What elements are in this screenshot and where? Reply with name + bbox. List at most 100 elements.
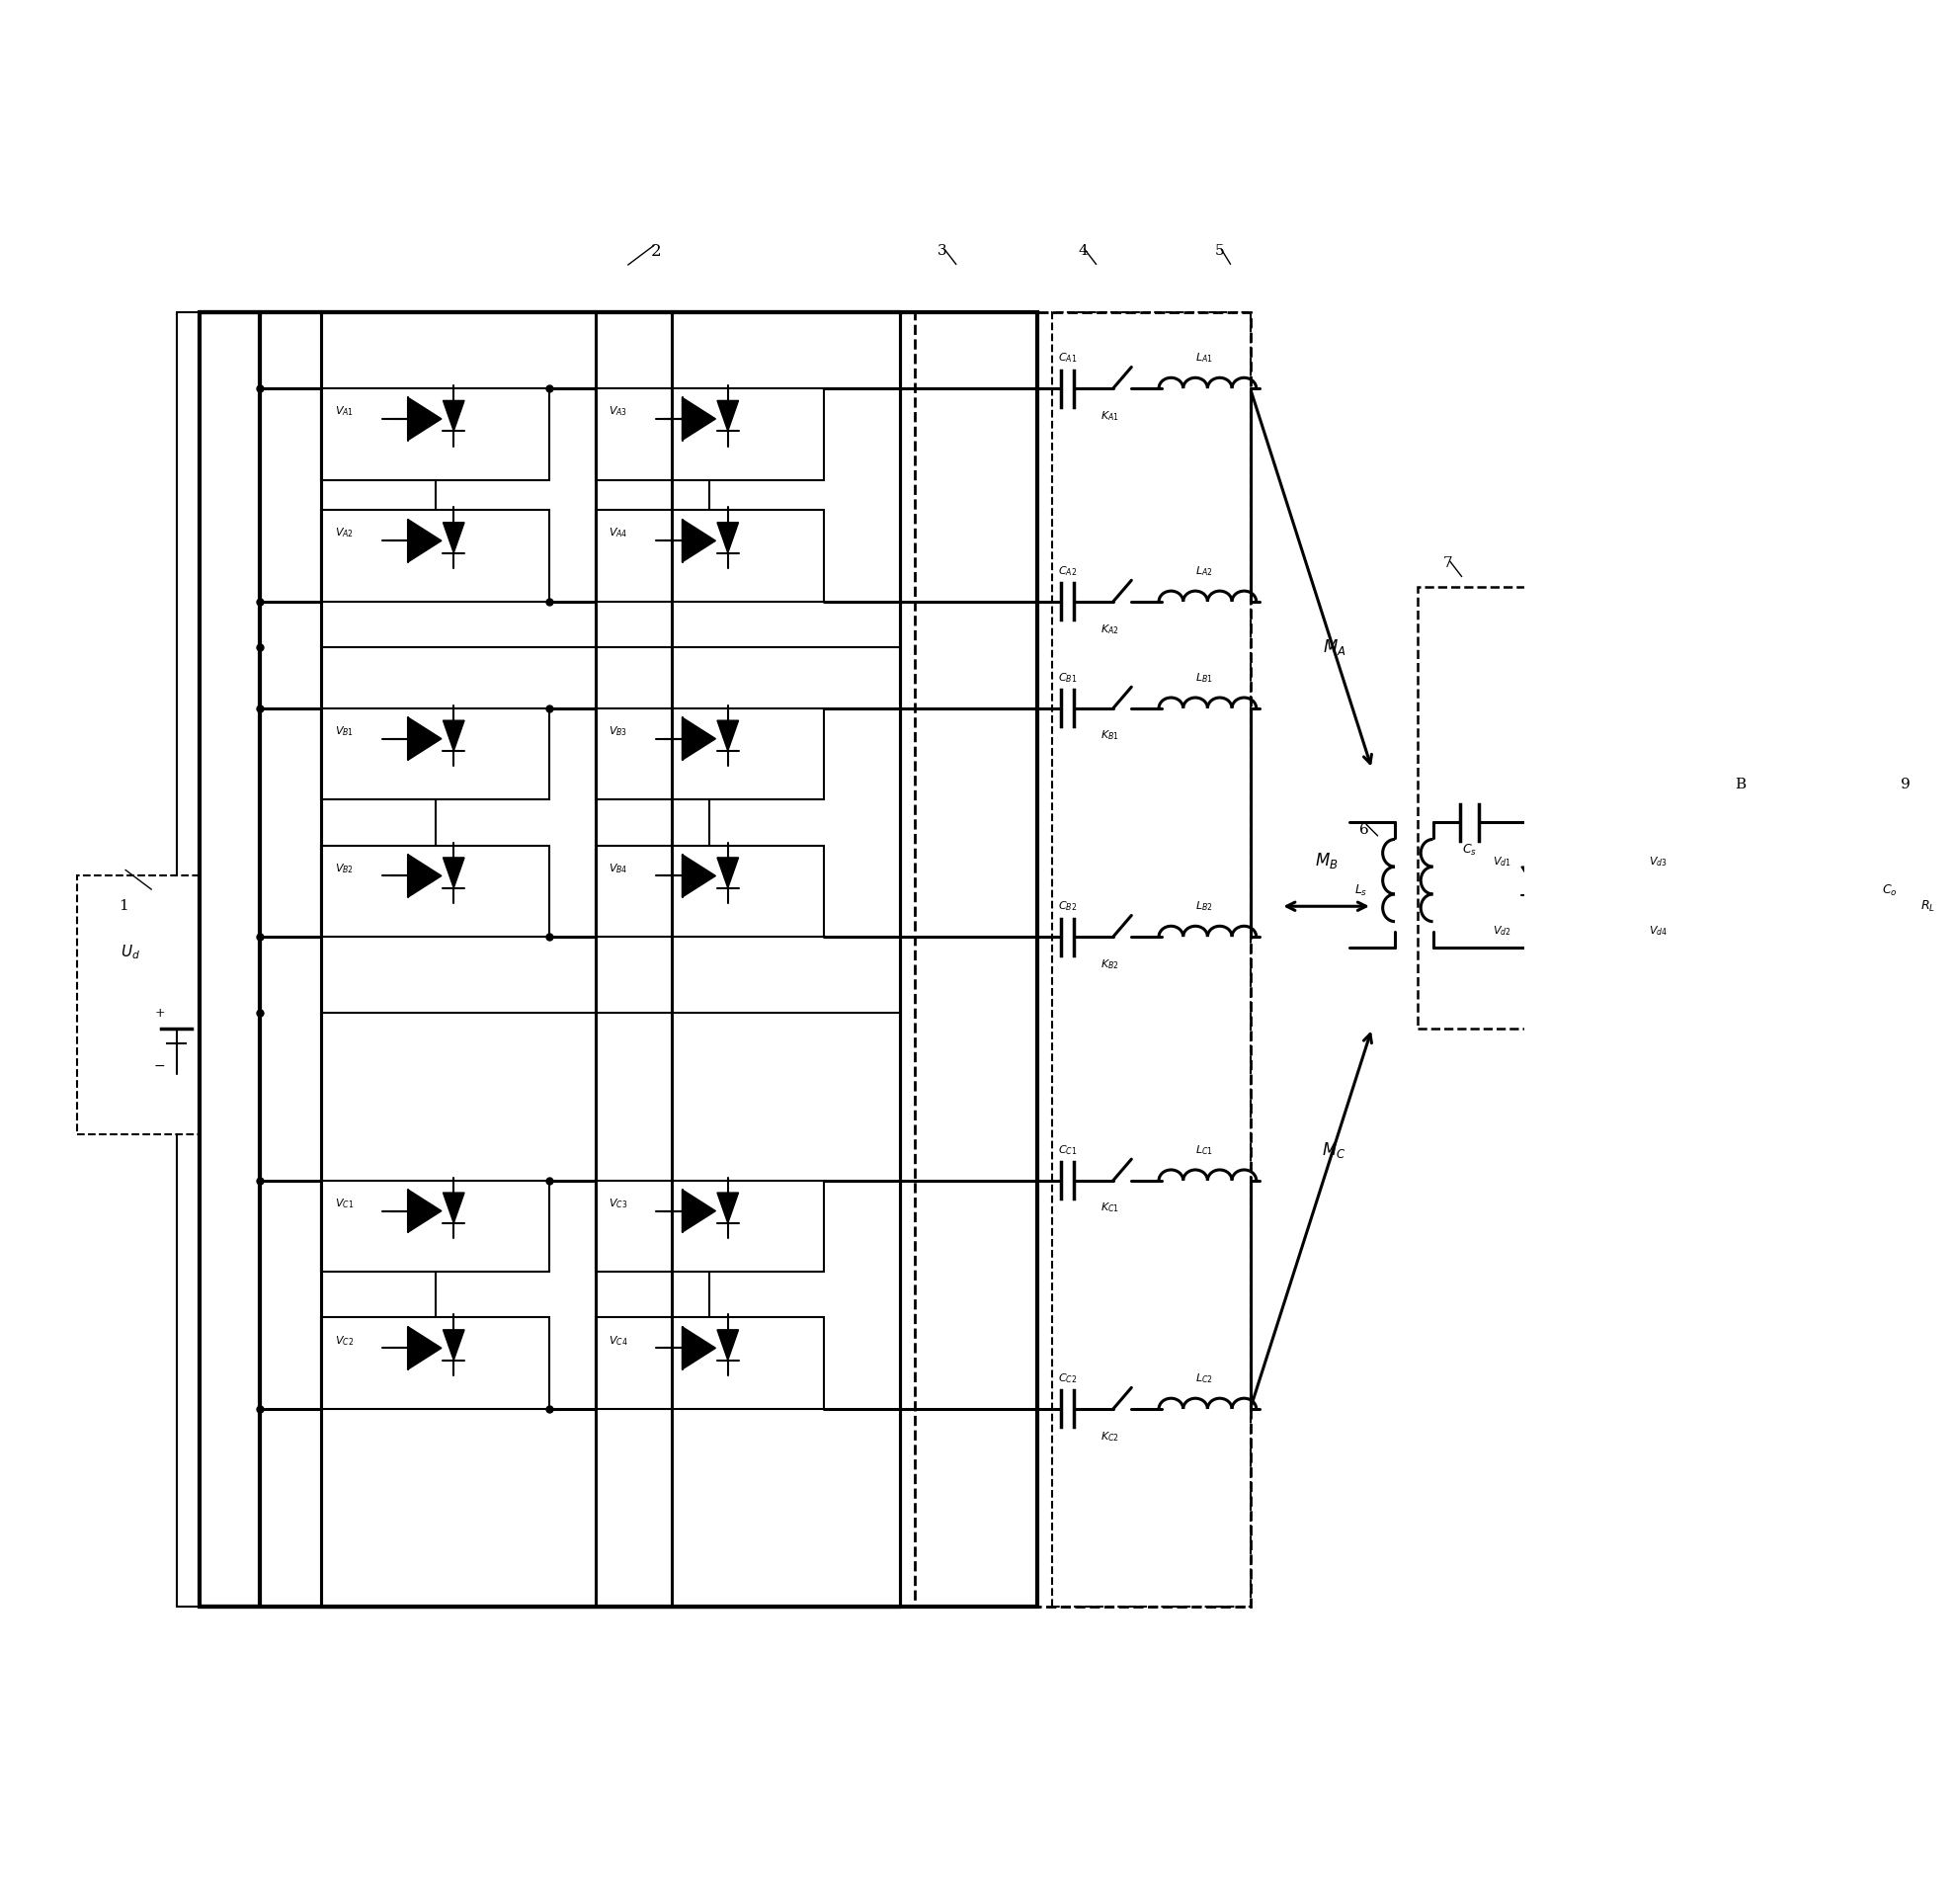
Text: $V_{B3}$: $V_{B3}$ xyxy=(608,724,628,739)
Bar xyxy=(595,1318,823,1409)
Text: 6: 6 xyxy=(1359,823,1369,838)
Polygon shape xyxy=(683,1190,716,1232)
Text: $V_{d2}$: $V_{d2}$ xyxy=(1492,923,1510,937)
Text: $V_{C3}$: $V_{C3}$ xyxy=(608,1196,628,1211)
Polygon shape xyxy=(442,1192,464,1222)
Polygon shape xyxy=(407,520,442,562)
Polygon shape xyxy=(442,522,464,552)
Text: $V_{d4}$: $V_{d4}$ xyxy=(1649,923,1667,937)
Bar xyxy=(321,510,550,602)
Text: $C_o$: $C_o$ xyxy=(1882,883,1897,899)
Text: $V_{d1}$: $V_{d1}$ xyxy=(1492,855,1510,868)
Bar xyxy=(1903,861,1950,944)
Bar xyxy=(1676,823,1805,948)
Text: $K_{B2}$: $K_{B2}$ xyxy=(1101,958,1119,971)
Polygon shape xyxy=(716,1192,737,1222)
Text: $V_{B4}$: $V_{B4}$ xyxy=(608,861,628,876)
Text: $C_{B1}$: $C_{B1}$ xyxy=(1058,670,1076,685)
Text: $C_s$: $C_s$ xyxy=(1461,842,1477,857)
Bar xyxy=(595,510,823,602)
Text: $C_{A2}$: $C_{A2}$ xyxy=(1058,564,1076,579)
Text: $R_L$: $R_L$ xyxy=(1919,899,1934,914)
Text: 3: 3 xyxy=(937,244,947,259)
Polygon shape xyxy=(407,855,442,897)
Polygon shape xyxy=(683,855,716,897)
Text: $L_{B2}$: $L_{B2}$ xyxy=(1195,899,1213,914)
Polygon shape xyxy=(716,720,737,750)
Text: $L_{B1}$: $L_{B1}$ xyxy=(1195,670,1213,685)
Text: $C_{A1}$: $C_{A1}$ xyxy=(1058,350,1076,366)
Bar xyxy=(78,876,260,1135)
Text: 9: 9 xyxy=(1899,777,1909,792)
Text: $L_{C2}$: $L_{C2}$ xyxy=(1195,1371,1213,1386)
Text: $V_{A2}$: $V_{A2}$ xyxy=(334,526,354,541)
Text: 5: 5 xyxy=(1215,244,1224,259)
Text: $K_{C2}$: $K_{C2}$ xyxy=(1099,1430,1119,1443)
Text: $K_{B1}$: $K_{B1}$ xyxy=(1099,729,1119,743)
Bar xyxy=(260,312,900,1607)
Text: B: B xyxy=(1735,777,1745,792)
Polygon shape xyxy=(442,1329,464,1359)
Text: $C_{B2}$: $C_{B2}$ xyxy=(1058,899,1076,914)
Text: $V_{B1}$: $V_{B1}$ xyxy=(334,724,354,739)
Text: $C_{C1}$: $C_{C1}$ xyxy=(1058,1142,1076,1158)
Bar xyxy=(1416,586,1721,1028)
Text: 7: 7 xyxy=(1444,556,1451,571)
Text: $K_{A1}$: $K_{A1}$ xyxy=(1099,409,1119,423)
Polygon shape xyxy=(716,522,737,552)
Text: $V_{A1}$: $V_{A1}$ xyxy=(334,404,354,419)
Bar xyxy=(321,708,550,800)
Polygon shape xyxy=(442,857,464,887)
Text: $V_{C2}$: $V_{C2}$ xyxy=(334,1333,354,1348)
Bar xyxy=(595,708,823,800)
Polygon shape xyxy=(407,1327,442,1369)
Text: $L_s$: $L_s$ xyxy=(1354,883,1367,899)
Text: $L_{A2}$: $L_{A2}$ xyxy=(1195,564,1213,579)
Text: $L_{A1}$: $L_{A1}$ xyxy=(1195,350,1213,366)
Bar xyxy=(321,312,900,1607)
Text: +: + xyxy=(155,1007,164,1019)
Polygon shape xyxy=(716,857,737,887)
Text: 4: 4 xyxy=(1078,244,1088,259)
Text: $K_{C1}$: $K_{C1}$ xyxy=(1099,1201,1119,1215)
Text: $K_{A2}$: $K_{A2}$ xyxy=(1101,623,1119,636)
Polygon shape xyxy=(683,520,716,562)
Text: $V_{B2}$: $V_{B2}$ xyxy=(334,861,354,876)
Text: $M_B$: $M_B$ xyxy=(1314,851,1338,870)
Polygon shape xyxy=(407,398,442,440)
Text: $V_{A4}$: $V_{A4}$ xyxy=(608,526,628,541)
Polygon shape xyxy=(683,398,716,440)
Bar xyxy=(1052,312,1250,1607)
Text: $L_{C1}$: $L_{C1}$ xyxy=(1195,1142,1213,1158)
Bar xyxy=(1805,823,1956,948)
Text: $C_{C2}$: $C_{C2}$ xyxy=(1058,1371,1076,1386)
Bar xyxy=(321,1318,550,1409)
Text: $V_{A3}$: $V_{A3}$ xyxy=(608,404,628,419)
Polygon shape xyxy=(683,718,716,760)
Polygon shape xyxy=(442,400,464,430)
Text: $M_C$: $M_C$ xyxy=(1320,1140,1346,1160)
Text: $V_{C1}$: $V_{C1}$ xyxy=(334,1196,354,1211)
Polygon shape xyxy=(1520,866,1557,895)
Text: $U_d$: $U_d$ xyxy=(121,942,141,962)
Bar xyxy=(321,845,550,937)
Polygon shape xyxy=(407,1190,442,1232)
Polygon shape xyxy=(716,400,737,430)
Text: 1: 1 xyxy=(117,899,127,914)
Polygon shape xyxy=(407,718,442,760)
Bar xyxy=(1897,845,1956,925)
Bar xyxy=(321,1180,550,1272)
Bar xyxy=(595,388,823,480)
Polygon shape xyxy=(716,1329,737,1359)
Polygon shape xyxy=(1627,866,1665,895)
Text: $M_A$: $M_A$ xyxy=(1322,638,1346,657)
Polygon shape xyxy=(442,720,464,750)
Bar xyxy=(915,312,1250,1607)
Text: $V_{C4}$: $V_{C4}$ xyxy=(608,1333,628,1348)
Bar xyxy=(321,388,550,480)
Bar xyxy=(200,312,1037,1607)
Text: −: − xyxy=(155,1059,166,1074)
Text: $V_{d3}$: $V_{d3}$ xyxy=(1649,855,1667,868)
Bar xyxy=(595,1180,823,1272)
Bar xyxy=(595,845,823,937)
